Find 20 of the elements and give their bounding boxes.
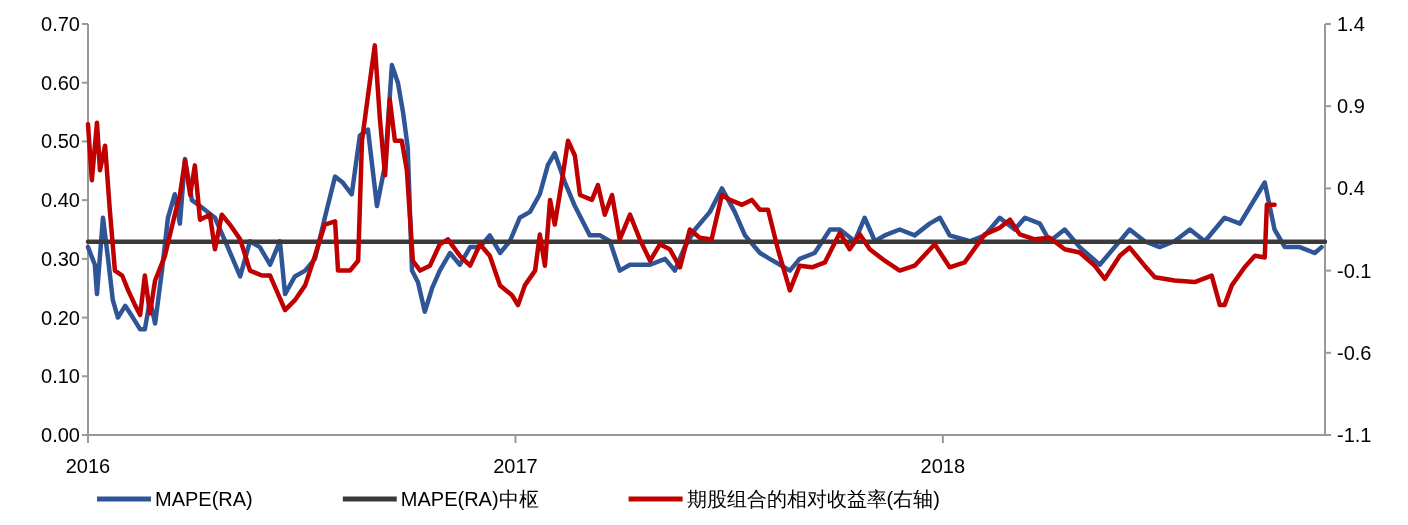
y-tick-label: 0.70 (41, 13, 80, 35)
x-tick-label: 2016 (65, 455, 111, 477)
legend-label: MAPE(RA) (155, 488, 253, 510)
legend-label: 期股组合的相对收益率(右轴) (686, 488, 940, 510)
y-tick-label: 0.20 (41, 306, 80, 329)
y-tick-label: 0.00 (41, 424, 80, 446)
y-tick-label: 0.50 (41, 130, 80, 153)
y2-tick-label: 0.9 (1337, 95, 1365, 118)
y-tick-label: 0.60 (41, 71, 80, 94)
y2-tick-label: -0.6 (1337, 341, 1372, 364)
y2-tick-label: -0.1 (1337, 259, 1372, 282)
y-tick-label: 0.40 (41, 189, 80, 212)
y2-tick-label: 1.4 (1337, 13, 1365, 35)
x-tick-label: 2018 (920, 455, 966, 477)
legend-label: MAPE(RA)中枢 (400, 488, 539, 510)
y2-tick-label: 0.4 (1337, 177, 1365, 200)
y2-tick-label: -1.1 (1337, 424, 1372, 446)
y-tick-label: 0.30 (41, 247, 80, 270)
y-tick-label: 0.10 (41, 365, 80, 388)
x-tick-label: 2017 (493, 455, 538, 477)
